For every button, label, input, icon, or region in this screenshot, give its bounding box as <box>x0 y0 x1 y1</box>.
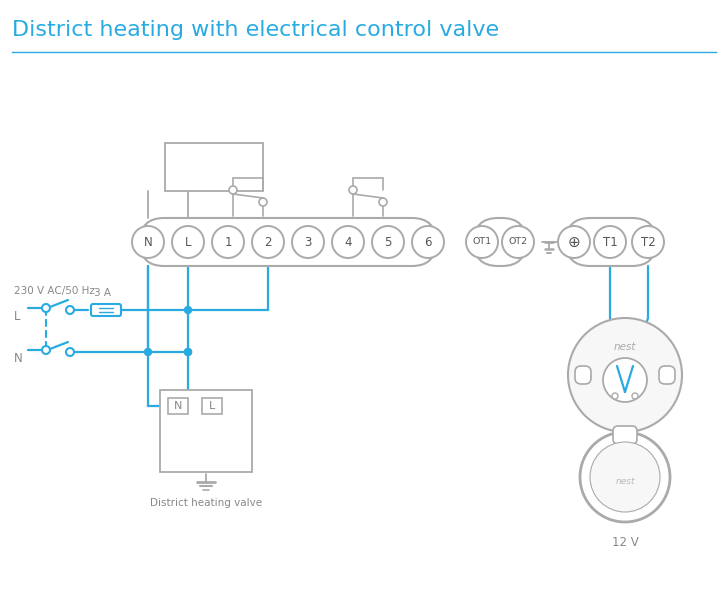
Circle shape <box>412 226 444 258</box>
Circle shape <box>632 393 638 399</box>
Text: 12 V: 12 V <box>612 536 638 549</box>
Text: OT2: OT2 <box>508 238 528 247</box>
Text: 3: 3 <box>304 235 312 248</box>
Text: ⊕: ⊕ <box>568 235 580 249</box>
Text: 6: 6 <box>424 235 432 248</box>
Text: nest: nest <box>614 342 636 352</box>
FancyBboxPatch shape <box>202 398 222 414</box>
Text: 4: 4 <box>344 235 352 248</box>
Circle shape <box>229 186 237 194</box>
FancyBboxPatch shape <box>91 304 121 316</box>
Circle shape <box>502 226 534 258</box>
FancyBboxPatch shape <box>168 398 188 414</box>
Text: 3 A: 3 A <box>94 288 111 298</box>
Text: N: N <box>14 352 23 365</box>
FancyBboxPatch shape <box>659 366 675 384</box>
FancyBboxPatch shape <box>160 390 252 472</box>
Text: L: L <box>14 309 20 323</box>
Circle shape <box>349 186 357 194</box>
Circle shape <box>132 226 164 258</box>
Text: Input power: Input power <box>178 160 250 173</box>
Text: 230 V AC/50 Hz: 230 V AC/50 Hz <box>14 286 95 296</box>
FancyBboxPatch shape <box>566 218 656 266</box>
Circle shape <box>332 226 364 258</box>
FancyBboxPatch shape <box>474 218 526 266</box>
Circle shape <box>184 349 191 355</box>
Text: 2: 2 <box>264 235 272 248</box>
FancyBboxPatch shape <box>575 366 591 384</box>
FancyBboxPatch shape <box>165 143 263 191</box>
FancyBboxPatch shape <box>613 426 637 444</box>
Circle shape <box>372 226 404 258</box>
Circle shape <box>144 349 151 355</box>
Circle shape <box>259 198 267 206</box>
Circle shape <box>379 198 387 206</box>
Text: N: N <box>143 235 152 248</box>
Circle shape <box>42 346 50 354</box>
Circle shape <box>594 226 626 258</box>
Circle shape <box>66 348 74 356</box>
Circle shape <box>292 226 324 258</box>
Text: L: L <box>209 401 215 411</box>
Circle shape <box>184 349 191 355</box>
Circle shape <box>612 393 618 399</box>
Circle shape <box>558 226 590 258</box>
Circle shape <box>590 442 660 512</box>
Circle shape <box>568 318 682 432</box>
Circle shape <box>632 226 664 258</box>
FancyBboxPatch shape <box>140 218 436 266</box>
Circle shape <box>172 226 204 258</box>
Circle shape <box>466 226 498 258</box>
Text: T1: T1 <box>603 235 617 248</box>
Text: 5: 5 <box>384 235 392 248</box>
Text: 1: 1 <box>224 235 232 248</box>
Circle shape <box>184 307 191 314</box>
Text: OT1: OT1 <box>472 238 491 247</box>
Text: N: N <box>174 401 182 411</box>
Circle shape <box>603 358 647 402</box>
Text: T2: T2 <box>641 235 655 248</box>
Text: nest: nest <box>615 478 635 486</box>
Circle shape <box>252 226 284 258</box>
Text: District heating with electrical control valve: District heating with electrical control… <box>12 20 499 40</box>
Circle shape <box>42 304 50 312</box>
Circle shape <box>212 226 244 258</box>
Circle shape <box>66 306 74 314</box>
Text: District heating valve: District heating valve <box>150 498 262 508</box>
Text: L: L <box>185 235 191 248</box>
Circle shape <box>580 432 670 522</box>
